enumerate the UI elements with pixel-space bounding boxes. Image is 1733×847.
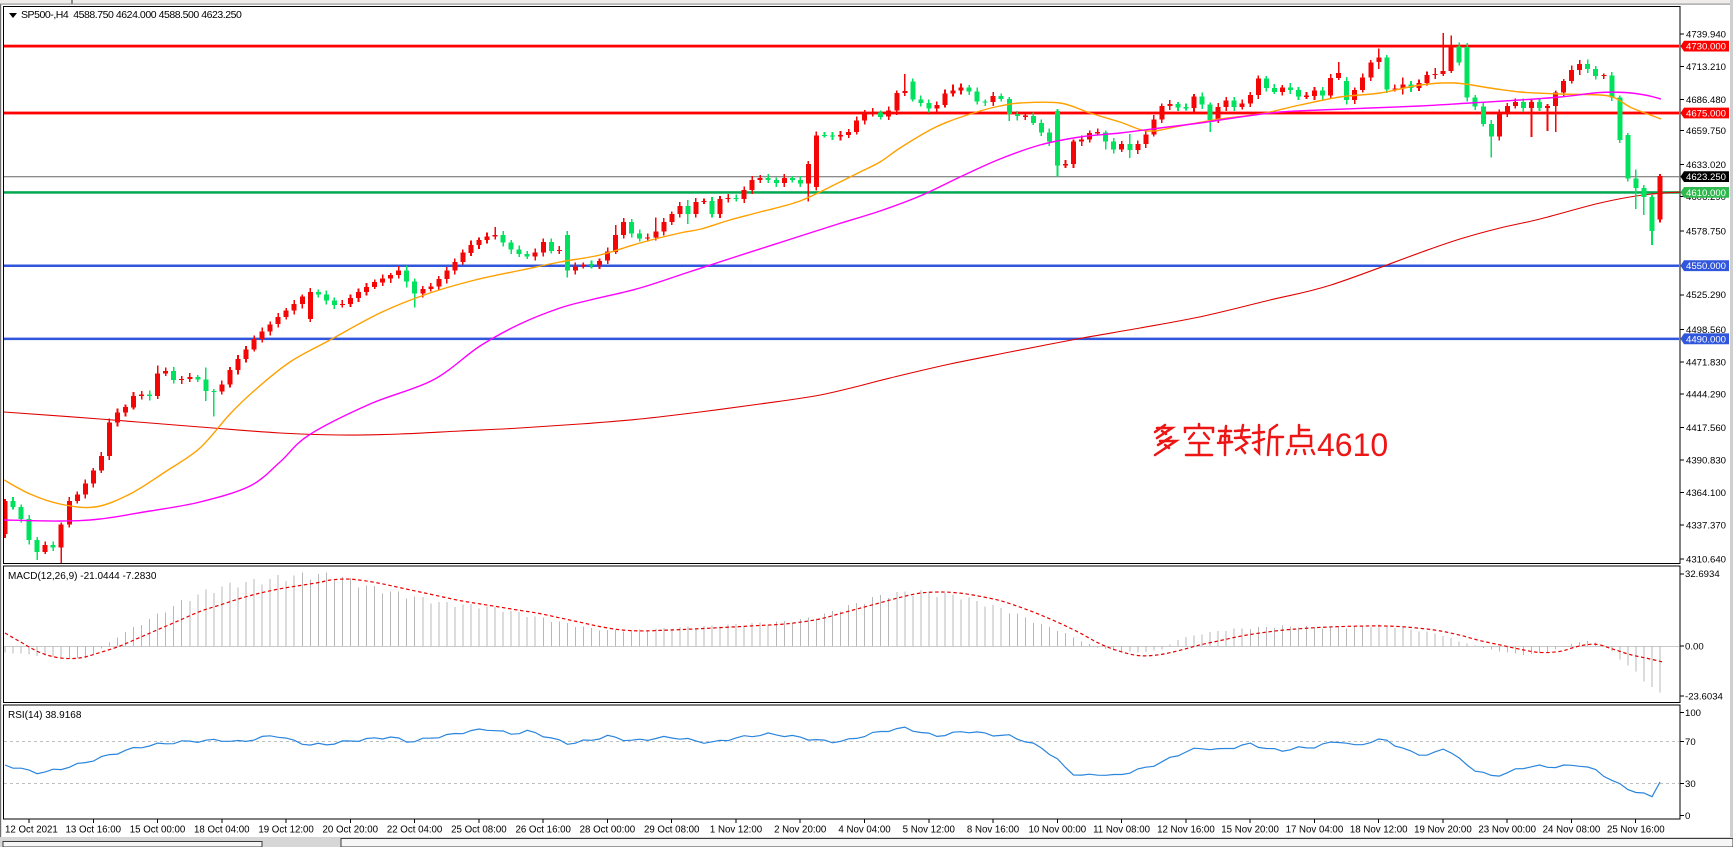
svg-text:4675.000: 4675.000 (1686, 109, 1726, 120)
svg-text:0.00: 0.00 (1685, 641, 1704, 652)
svg-text:11 Nov 08:00: 11 Nov 08:00 (1093, 825, 1151, 836)
svg-text:-23.6034: -23.6034 (1685, 692, 1724, 703)
svg-text:13 Oct 16:00: 13 Oct 16:00 (66, 825, 122, 836)
svg-text:4471.830: 4471.830 (1686, 357, 1726, 368)
svg-text:4498.560: 4498.560 (1686, 325, 1726, 336)
svg-text:4 Nov 04:00: 4 Nov 04:00 (838, 825, 891, 836)
svg-text:18 Nov 12:00: 18 Nov 12:00 (1350, 825, 1408, 836)
svg-text:4623.250: 4623.250 (1686, 172, 1726, 183)
svg-text:25 Oct 08:00: 25 Oct 08:00 (451, 825, 507, 836)
svg-text:4633.020: 4633.020 (1686, 160, 1726, 171)
svg-text:4390.830: 4390.830 (1686, 455, 1726, 466)
svg-text:4417.560: 4417.560 (1686, 423, 1726, 434)
svg-text:12 Oct 2021: 12 Oct 2021 (5, 825, 58, 836)
svg-text:4713.210: 4713.210 (1686, 62, 1726, 73)
svg-text:70: 70 (1685, 737, 1696, 748)
svg-text:4739.940: 4739.940 (1686, 30, 1726, 41)
svg-text:22 Oct 04:00: 22 Oct 04:00 (387, 825, 443, 836)
svg-text:4525.290: 4525.290 (1686, 290, 1726, 301)
svg-text:4659.750: 4659.750 (1686, 126, 1726, 137)
svg-text:0: 0 (1685, 811, 1690, 822)
svg-text:4310.640: 4310.640 (1686, 554, 1726, 565)
svg-text:19 Oct 12:00: 19 Oct 12:00 (258, 825, 314, 836)
svg-text:8 Nov 16:00: 8 Nov 16:00 (967, 825, 1020, 836)
svg-text:SP500-,H4 4588.750 4624.000 4: SP500-,H4 4588.750 4624.000 4588.500 462… (21, 9, 242, 21)
svg-text:4686.480: 4686.480 (1686, 95, 1726, 106)
svg-text:MACD(12,26,9) -21.0444 -7.2830: MACD(12,26,9) -21.0444 -7.2830 (8, 571, 157, 582)
svg-text:25 Nov 16:00: 25 Nov 16:00 (1607, 825, 1665, 836)
svg-text:4610.000: 4610.000 (1686, 188, 1726, 199)
svg-text:18 Oct 04:00: 18 Oct 04:00 (194, 825, 250, 836)
svg-text:24 Nov 08:00: 24 Nov 08:00 (1543, 825, 1601, 836)
svg-text:4337.370: 4337.370 (1686, 520, 1726, 531)
svg-text:2 Nov 20:00: 2 Nov 20:00 (774, 825, 827, 836)
svg-text:15 Oct 00:00: 15 Oct 00:00 (130, 825, 186, 836)
svg-text:RSI(14) 38.9168: RSI(14) 38.9168 (8, 710, 82, 721)
svg-text:30: 30 (1685, 779, 1696, 790)
svg-text:19 Nov 20:00: 19 Nov 20:00 (1414, 825, 1472, 836)
svg-text:12 Nov 16:00: 12 Nov 16:00 (1157, 825, 1215, 836)
svg-text:23 Nov 00:00: 23 Nov 00:00 (1478, 825, 1536, 836)
svg-text:4490.000: 4490.000 (1686, 334, 1726, 345)
svg-text:1 Nov 12:00: 1 Nov 12:00 (710, 825, 763, 836)
svg-text:4550.000: 4550.000 (1686, 261, 1726, 272)
svg-text:20 Oct 20:00: 20 Oct 20:00 (323, 825, 379, 836)
svg-text:4364.100: 4364.100 (1686, 488, 1726, 499)
svg-text:4578.750: 4578.750 (1686, 227, 1726, 238)
svg-text:100: 100 (1685, 708, 1701, 719)
svg-text:4730.000: 4730.000 (1686, 42, 1726, 53)
svg-text:32.6934: 32.6934 (1685, 569, 1720, 580)
svg-text:28 Oct 00:00: 28 Oct 00:00 (580, 825, 636, 836)
svg-text:10 Nov 00:00: 10 Nov 00:00 (1028, 825, 1086, 836)
svg-text:5 Nov 12:00: 5 Nov 12:00 (903, 825, 956, 836)
svg-text:4444.290: 4444.290 (1686, 390, 1726, 401)
svg-text:29 Oct 08:00: 29 Oct 08:00 (644, 825, 700, 836)
svg-text:26 Oct 16:00: 26 Oct 16:00 (515, 825, 571, 836)
svg-text:4610: 4610 (1317, 427, 1388, 463)
svg-text:15 Nov 20:00: 15 Nov 20:00 (1221, 825, 1279, 836)
svg-text:17 Nov 04:00: 17 Nov 04:00 (1286, 825, 1344, 836)
